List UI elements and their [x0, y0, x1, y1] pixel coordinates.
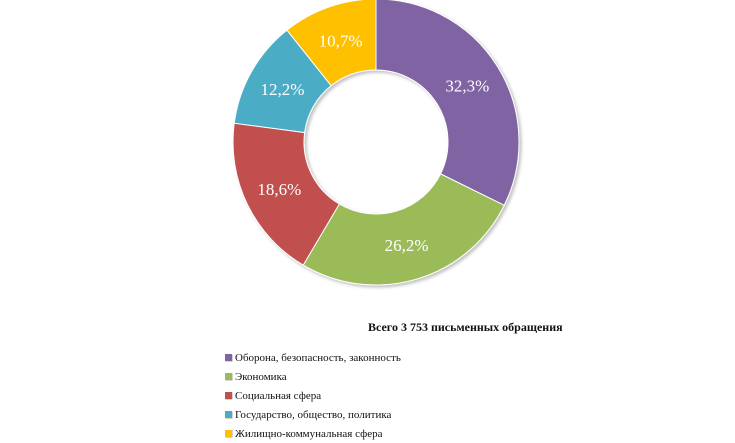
slice-data-label: 26,2% [385, 236, 429, 255]
legend-item: Государство, общество, политика [225, 405, 401, 424]
legend-label: Экономика [235, 370, 287, 383]
total-caption: Всего 3 753 письменных обращения [368, 320, 563, 334]
legend-label: Жилищно-коммунальная сфера [235, 427, 383, 440]
slice-data-label: 12,2% [260, 80, 304, 99]
legend-swatch [225, 411, 232, 418]
legend-swatch [225, 354, 232, 361]
legend-item: Оборона, безопасность, законность [225, 348, 401, 367]
slice-data-label: 10,7% [319, 32, 363, 51]
legend-item: Социальная сфера [225, 386, 401, 405]
legend-item: Экономика [225, 367, 401, 386]
donut-slice [302, 173, 505, 286]
legend: Оборона, безопасность, законность Экономи… [225, 348, 401, 443]
donut-slice [232, 122, 341, 266]
legend-label: Социальная сфера [235, 389, 322, 402]
donut-slice [286, 0, 377, 87]
legend-swatch [225, 392, 232, 399]
donut-slice [375, 0, 520, 206]
legend-label: Оборона, безопасность, законность [235, 351, 401, 364]
slice-data-label: 18,6% [257, 180, 301, 199]
legend-swatch [225, 430, 232, 437]
legend-swatch [225, 373, 232, 380]
legend-label: Государство, общество, политика [235, 408, 392, 421]
legend-item: Жилищно-коммунальная сфера [225, 424, 401, 443]
slice-data-label: 32,3% [445, 76, 489, 95]
